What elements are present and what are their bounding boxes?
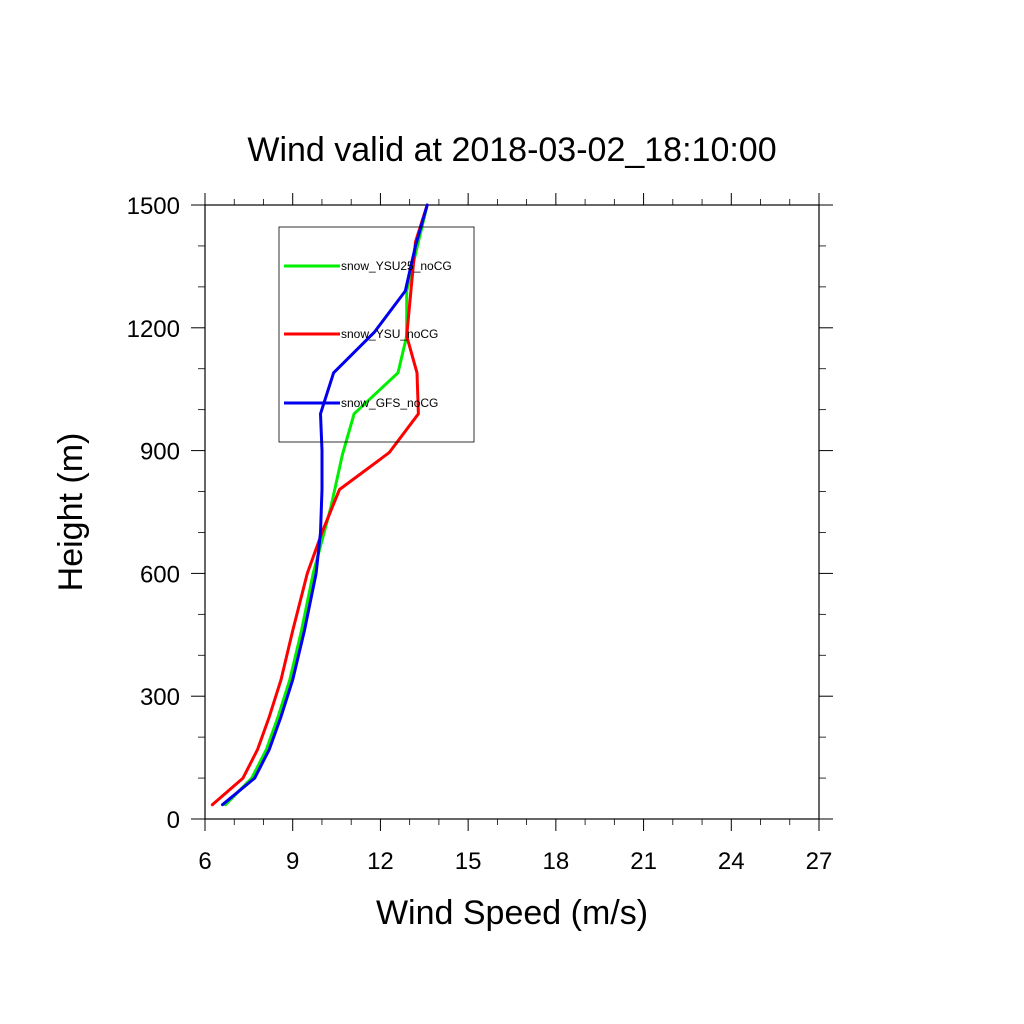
legend-label: snow_YSU25_noCG bbox=[341, 259, 452, 273]
axis-ticks: 6 9 12 15 18 21 24 27 0 300 600 900 1200 1500 bbox=[127, 193, 833, 875]
x-tick-label: 12 bbox=[367, 848, 394, 875]
y-tick-label: 1500 bbox=[127, 193, 180, 220]
x-tick-label: 27 bbox=[806, 848, 833, 875]
x-tick-label: 18 bbox=[543, 848, 570, 875]
legend: snow_YSU25_noCG snow_YSU_noCG snow_GFS_noC… bbox=[278, 226, 475, 443]
x-tick-label: 24 bbox=[718, 848, 745, 875]
x-tick-label: 15 bbox=[455, 848, 482, 875]
y-tick-label: 900 bbox=[140, 439, 180, 466]
series-line-3 bbox=[221, 203, 429, 807]
x-tick-label: 9 bbox=[286, 848, 299, 875]
legend-label: snow_GFS_noCG bbox=[341, 396, 438, 410]
chart-title: Wind valid at 2018-03-02_18:10:00 bbox=[247, 131, 776, 169]
y-axis-label: Height (m) bbox=[52, 433, 90, 592]
series-lines bbox=[210, 203, 429, 807]
series-line-2 bbox=[210, 203, 429, 807]
legend-items: snow_YSU25_noCG snow_YSU_noCG snow_GFS_noC… bbox=[284, 259, 452, 410]
legend-label: snow_YSU_noCG bbox=[341, 327, 438, 341]
x-tick-label: 21 bbox=[630, 848, 657, 875]
series-line-1 bbox=[224, 203, 429, 807]
x-tick-label: 6 bbox=[198, 848, 211, 875]
y-tick-label: 1200 bbox=[127, 316, 180, 343]
legend-box bbox=[278, 226, 475, 443]
y-tick-label: 600 bbox=[140, 561, 180, 588]
y-tick-label: 0 bbox=[167, 807, 180, 834]
plot-frame bbox=[204, 204, 820, 820]
y-tick-label: 300 bbox=[140, 684, 180, 711]
x-axis-label: Wind Speed (m/s) bbox=[376, 894, 648, 932]
